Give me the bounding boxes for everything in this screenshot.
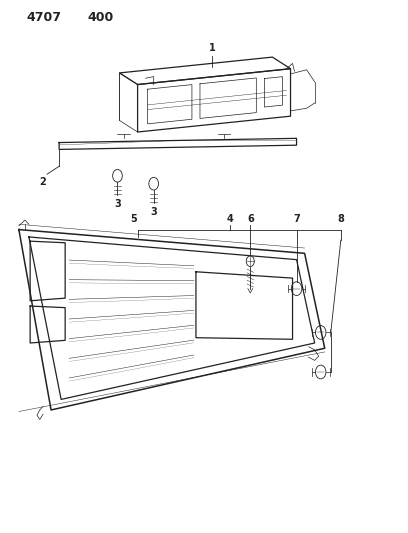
Text: 5: 5 (130, 214, 137, 224)
Text: 4: 4 (227, 214, 233, 224)
Text: 4707: 4707 (27, 11, 62, 24)
Text: 7: 7 (293, 214, 300, 224)
Text: 2: 2 (40, 177, 47, 187)
Text: 6: 6 (247, 214, 254, 224)
Text: 400: 400 (87, 11, 113, 24)
Text: 8: 8 (337, 214, 344, 224)
Text: 3: 3 (114, 199, 121, 209)
Text: 1: 1 (208, 43, 215, 53)
Text: 3: 3 (150, 207, 157, 217)
